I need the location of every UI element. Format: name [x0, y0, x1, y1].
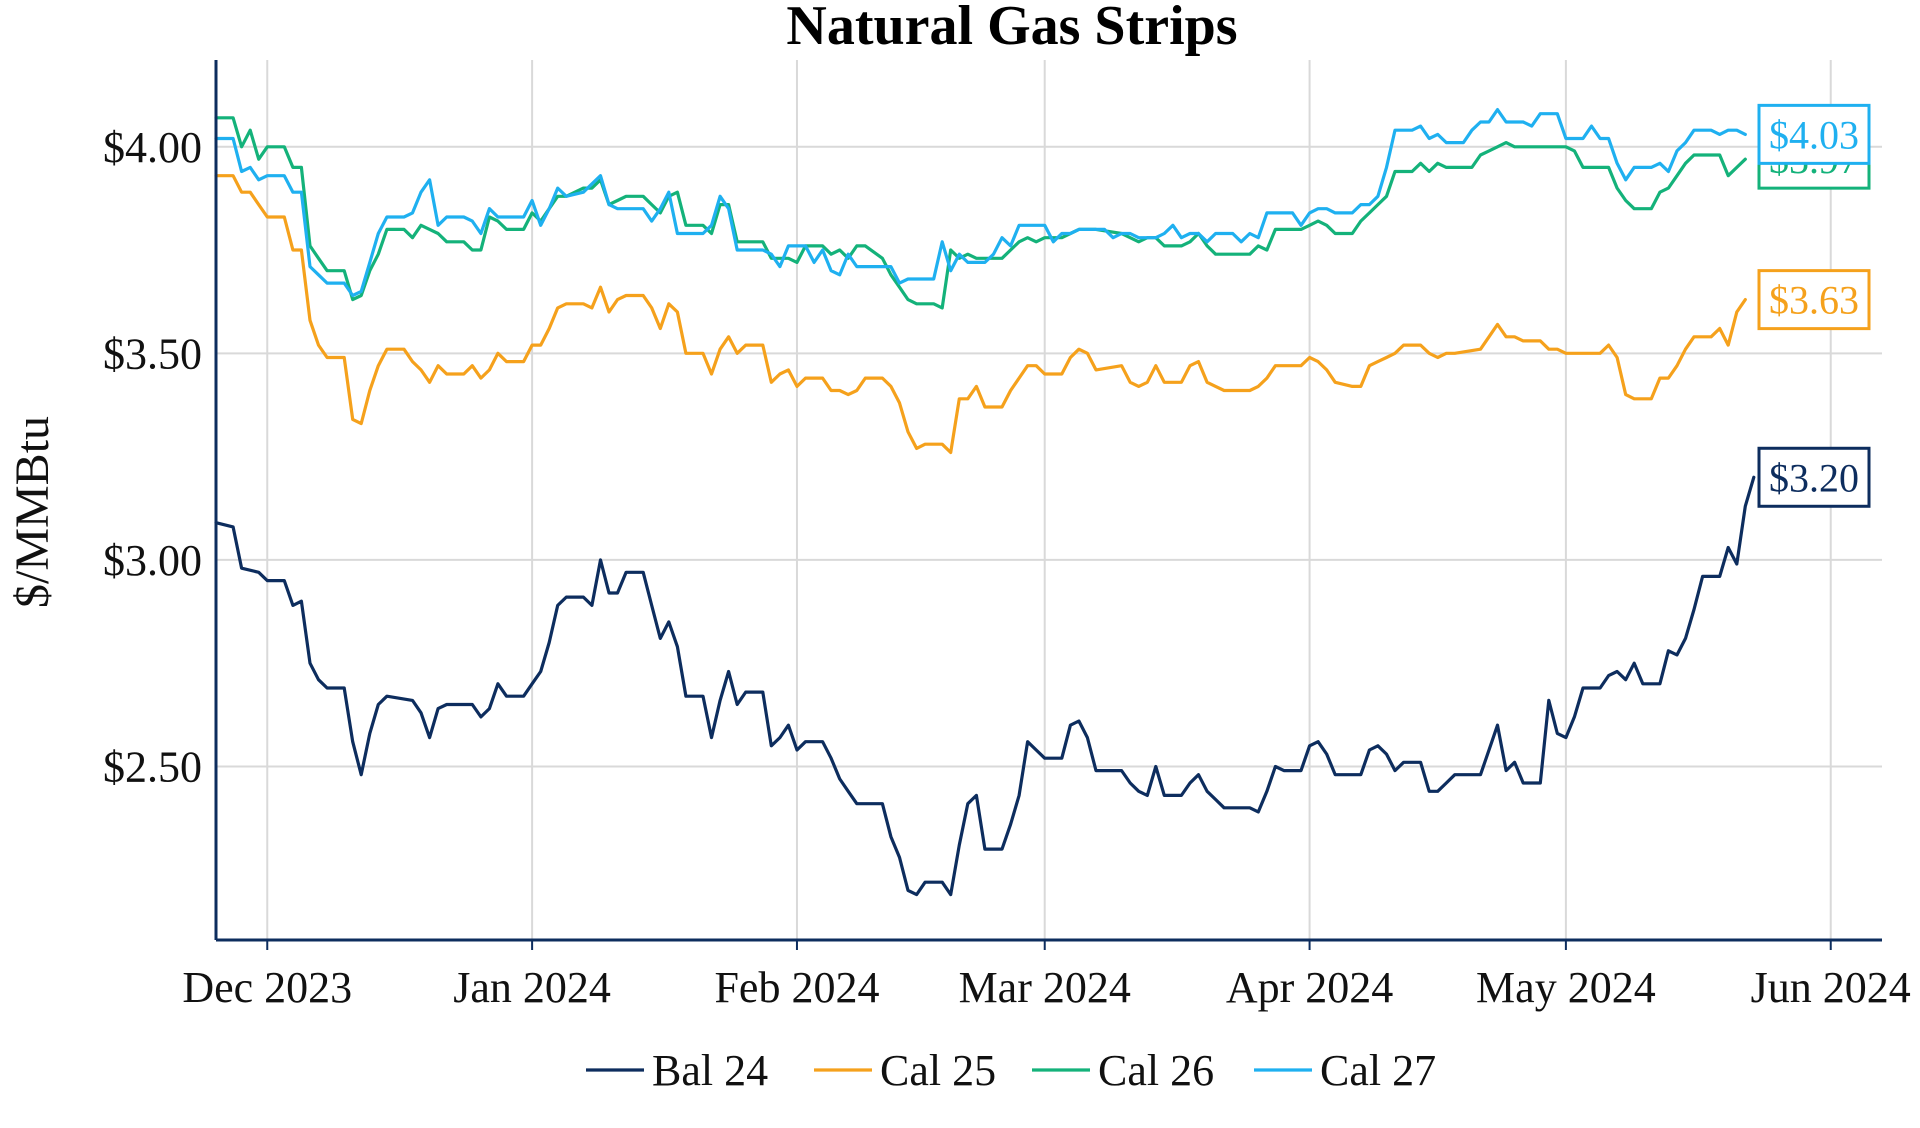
y-tick-label: $4.00: [103, 123, 202, 172]
legend: Bal 24 Cal 25 Cal 26 Cal 27: [586, 1046, 1436, 1095]
y-axis-label: $/MMBtu: [6, 416, 59, 608]
legend-label: Cal 26: [1098, 1046, 1214, 1095]
x-tick-label: Jan 2024: [453, 963, 611, 1012]
grid-lines: [216, 60, 1882, 950]
y-tick-label: $3.00: [103, 536, 202, 585]
x-tick-label: Mar 2024: [959, 963, 1131, 1012]
y-tick-labels: $2.50 $3.00 $3.50 $4.00: [103, 123, 202, 792]
x-tick-labels: Dec 2023 Jan 2024 Feb 2024 Mar 2024 Apr 2024…: [182, 963, 1910, 1012]
legend-label: Cal 25: [880, 1046, 996, 1095]
end-label-box: [1757, 446, 1871, 508]
legend-label: Bal 24: [652, 1046, 768, 1095]
series-line-bal-24: [214, 475, 1756, 897]
series-line-cal-26: [214, 116, 1747, 310]
y-tick-label: $2.50: [103, 742, 202, 791]
end-value-labels: $3.20$3.63$3.97$4.03: [1757, 103, 1871, 508]
x-tick-label: Jun 2024: [1751, 963, 1911, 1012]
end-label-text: $3.20: [1769, 455, 1859, 500]
end-label-box: [1757, 269, 1871, 331]
end-label-text: $4.03: [1769, 112, 1859, 157]
axes: [214, 60, 1882, 942]
legend-item-cal-25: Cal 25: [814, 1046, 996, 1095]
y-tick-label: $3.50: [103, 329, 202, 378]
series-line-cal-25: [214, 174, 1747, 455]
x-tick-label: May 2024: [1476, 963, 1656, 1012]
x-tick-label: Apr 2024: [1226, 963, 1393, 1012]
x-tick-label: Feb 2024: [714, 963, 879, 1012]
end-label-text: $3.63: [1769, 278, 1859, 323]
end-label-bal-24: $3.20: [1757, 446, 1871, 508]
x-tick-label: Dec 2023: [182, 963, 352, 1012]
legend-item-cal-26: Cal 26: [1032, 1046, 1214, 1095]
series-line-cal-27: [214, 107, 1747, 298]
end-label-box: [1757, 103, 1871, 165]
series-lines: [214, 107, 1756, 897]
legend-label: Cal 27: [1320, 1046, 1436, 1095]
chart-title: Natural Gas Strips: [786, 0, 1237, 57]
legend-item-bal-24: Bal 24: [586, 1046, 768, 1095]
end-label-cal-25: $3.63: [1757, 269, 1871, 331]
legend-item-cal-27: Cal 27: [1254, 1046, 1436, 1095]
end-label-cal-27: $4.03: [1757, 103, 1871, 165]
